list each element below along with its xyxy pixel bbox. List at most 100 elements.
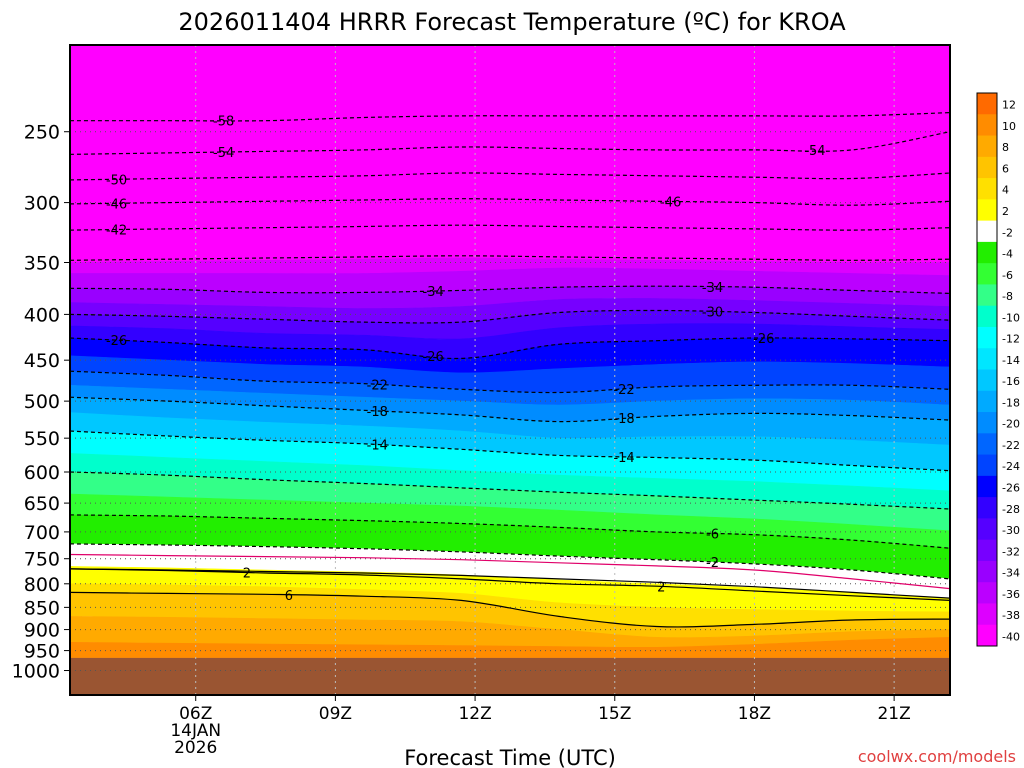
legend-label: -32 <box>1002 545 1020 558</box>
x-tick-label: 06Z <box>179 704 212 724</box>
contour-line <box>70 568 950 601</box>
legend-swatch <box>977 326 997 349</box>
contour-label: -26 <box>753 332 774 347</box>
legend-label: -22 <box>1002 439 1020 452</box>
y-tick-label: 300 <box>24 193 60 215</box>
legend-label: -12 <box>1002 333 1020 346</box>
legend-swatch <box>977 348 997 370</box>
legend-swatch <box>977 539 997 562</box>
legend-label: -6 <box>1002 269 1013 282</box>
legend-label: -18 <box>1002 396 1020 409</box>
legend-label: 10 <box>1002 120 1016 133</box>
contour-label: -18 <box>367 405 388 420</box>
y-tick-label: 650 <box>24 493 60 515</box>
contour-labels: -58-54 -54-50-46 -46-42-34 -34-30-26-26-26-… <box>106 115 826 604</box>
legend-swatch <box>977 369 997 392</box>
y-tick-label: 550 <box>24 428 60 450</box>
legend-label: -36 <box>1002 588 1020 601</box>
y-tick-label: 600 <box>24 462 60 484</box>
contour-label: -46 <box>660 195 681 210</box>
contour-label: -34 <box>423 285 444 300</box>
legend-label: -20 <box>1002 418 1020 431</box>
y-tick-label: 750 <box>24 549 60 571</box>
legend-swatch <box>977 454 997 477</box>
legend-label: -34 <box>1002 567 1020 580</box>
legend-label: -24 <box>1002 460 1020 473</box>
x-axis-label: Forecast Time (UTC) <box>404 746 616 768</box>
contour-label: -22 <box>613 383 634 398</box>
contour-label: 2 <box>657 580 665 595</box>
contour-label: -22 <box>367 378 388 393</box>
x-tick-label: 18Z <box>738 704 771 724</box>
contour-label: -26 <box>423 350 444 365</box>
legend-label: -16 <box>1002 375 1020 388</box>
legend-frame <box>976 92 998 647</box>
y-tick-label: 950 <box>24 641 60 663</box>
legend-label: 4 <box>1002 184 1009 197</box>
legend-swatch <box>977 220 997 243</box>
legend-swatch <box>977 178 997 200</box>
contour-label: -2 <box>706 556 719 571</box>
legend-swatch <box>977 497 997 519</box>
credit-text: coolwx.com/models <box>858 747 1016 766</box>
temperature-fill-bands <box>70 45 950 659</box>
legend-swatch <box>977 582 997 604</box>
x-tick-label: 21Z <box>877 704 910 724</box>
legend-label: -28 <box>1002 503 1020 516</box>
contour-line <box>70 553 950 590</box>
legend-label: -38 <box>1002 609 1020 622</box>
legend-label: -4 <box>1002 248 1013 261</box>
legend-swatch <box>977 114 997 137</box>
legend-label: -2 <box>1002 226 1013 239</box>
legend-swatch <box>977 135 997 158</box>
legend-swatch <box>977 305 997 328</box>
temperature-contours <box>70 112 950 628</box>
contour-label: -54 <box>213 146 234 161</box>
contour-label: -50 <box>106 173 127 188</box>
contour-label: -14 <box>367 439 388 454</box>
chart-title: 2026011404 HRRR Forecast Temperature (ºC… <box>178 8 846 36</box>
legend-swatch <box>977 93 997 115</box>
contour-label: -46 <box>106 197 127 212</box>
y-tick-label: 350 <box>24 253 60 275</box>
contour-line <box>70 568 950 599</box>
contour-line <box>70 591 950 628</box>
contour-label: -18 <box>613 412 634 427</box>
legend-swatch <box>977 412 997 434</box>
legend-swatch <box>977 263 997 285</box>
legend-swatch <box>977 624 997 647</box>
y-tick-label: 400 <box>24 304 60 326</box>
contour-label: -6 <box>706 527 719 542</box>
y-tick-label: 1000 <box>12 661 60 683</box>
y-tick-label: 450 <box>24 350 60 372</box>
x-tick-label: 09Z <box>319 704 352 724</box>
legend-swatch <box>977 560 997 583</box>
ground-fill <box>70 657 950 695</box>
y-tick-label: 850 <box>24 597 60 619</box>
x-tick-date-label: 2026 <box>174 738 217 758</box>
legend-swatch <box>977 433 997 456</box>
contour-label: -26 <box>106 334 127 349</box>
x-tick-label: 12Z <box>458 704 491 724</box>
legend-label: 2 <box>1002 205 1009 218</box>
legend-label: -30 <box>1002 524 1020 537</box>
grid-lines <box>70 45 950 695</box>
legend-swatch <box>977 603 997 626</box>
legend-label: -8 <box>1002 290 1013 303</box>
legend-label: -26 <box>1002 481 1020 494</box>
legend-swatch <box>977 199 997 222</box>
legend-label: 6 <box>1002 162 1009 175</box>
legend-swatch <box>977 284 997 307</box>
contour-label: -54 <box>804 144 825 159</box>
x-tick-date-label: 14JAN <box>170 721 221 741</box>
y-tick-label: 900 <box>24 620 60 642</box>
y-tick-label: 250 <box>24 122 60 144</box>
legend-label: -10 <box>1002 311 1020 324</box>
ground-layer <box>70 657 950 695</box>
contour-label: -14 <box>613 451 634 466</box>
x-tick-label: 15Z <box>598 704 631 724</box>
legend-swatch <box>977 241 997 264</box>
legend-label: 12 <box>1002 99 1016 112</box>
